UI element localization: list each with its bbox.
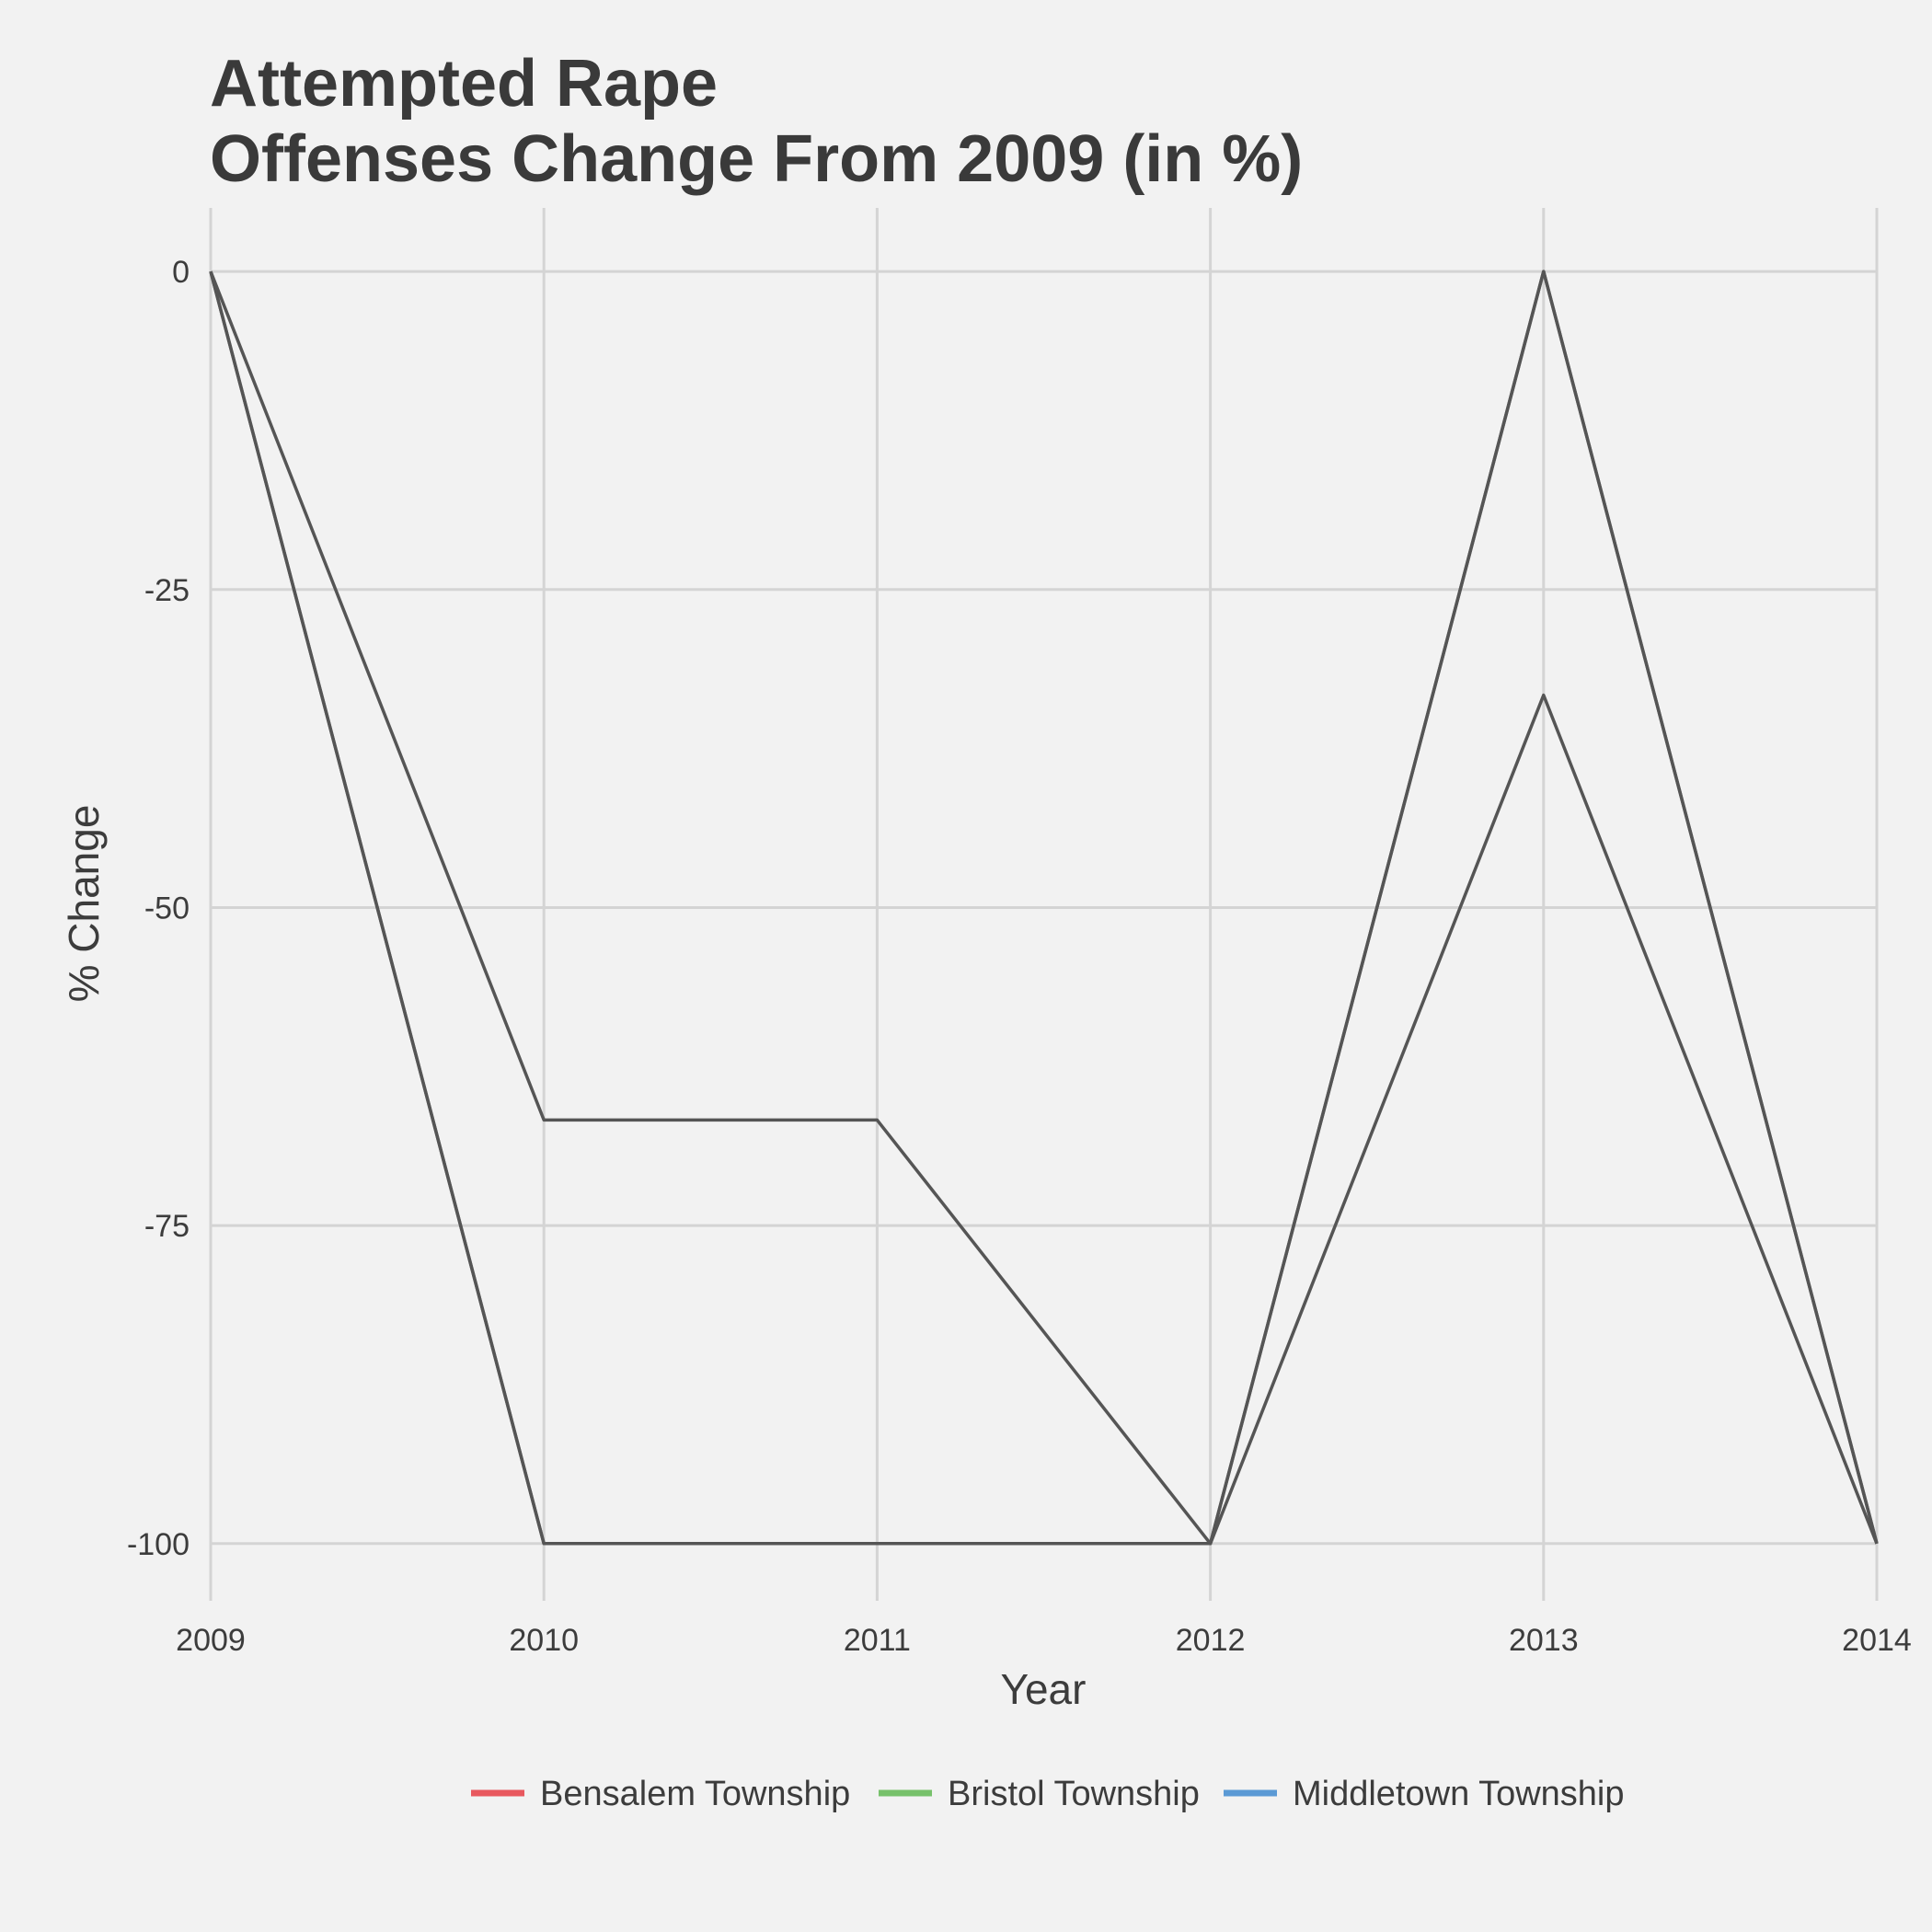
y-tick-label: -25 [144, 573, 190, 608]
y-tick-label: -50 [144, 891, 190, 926]
legend: Bensalem Township Bristol Township Middlet… [471, 1775, 1625, 1813]
y-axis-ticks: 0 -25 -50 -75 -100 [127, 255, 190, 1562]
chart-title-line-2: Offenses Change From 2009 (in %) [210, 122, 1303, 196]
series-line-bensalem-township [209, 270, 1879, 1546]
x-axis-title: Year [1001, 1665, 1087, 1713]
y-tick-label: -75 [144, 1209, 190, 1244]
y-tick-label: 0 [172, 255, 190, 290]
x-tick-label: 2014 [1842, 1623, 1912, 1658]
y-axis-title: % Change [60, 805, 108, 1003]
legend-label: Bensalem Township [540, 1775, 850, 1813]
y-tick-label: -100 [127, 1527, 190, 1562]
x-tick-label: 2013 [1509, 1623, 1579, 1658]
legend-label: Middletown Township [1293, 1775, 1625, 1813]
chart-title-line-1: Attempted Rape [210, 47, 718, 121]
legend-label: Bristol Township [948, 1775, 1200, 1813]
gridlines [209, 208, 1879, 1601]
legend-item: Bristol Township [879, 1775, 1200, 1813]
series-line-middletown-township [209, 270, 1879, 1546]
legend-item: Middletown Township [1224, 1775, 1625, 1813]
x-axis-ticks: 2009 2010 2011 2012 2013 2014 [176, 1623, 1912, 1658]
x-tick-label: 2010 [509, 1623, 579, 1658]
x-tick-label: 2009 [176, 1623, 246, 1658]
x-tick-label: 2012 [1176, 1623, 1246, 1658]
legend-item: Bensalem Township [471, 1775, 850, 1813]
x-tick-label: 2011 [844, 1623, 911, 1658]
series-lines [209, 270, 1879, 1546]
